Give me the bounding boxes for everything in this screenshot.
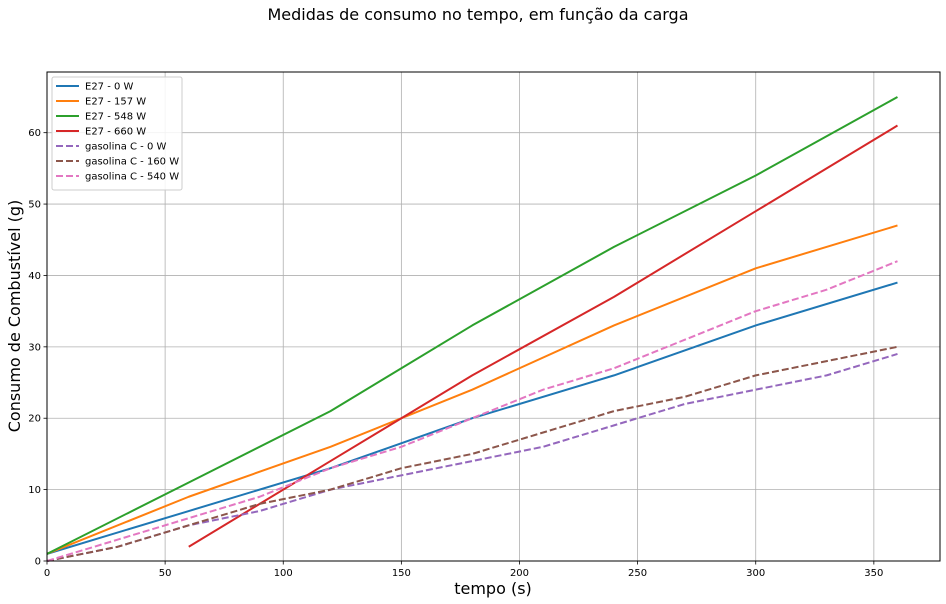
series-lines: [46, 96, 898, 562]
y-tick-label: 60: [28, 128, 41, 139]
series-line-4: [188, 124, 898, 548]
series-line-1: [46, 281, 898, 555]
y-tick-label: 50: [28, 200, 41, 211]
series-line-3: [46, 96, 898, 555]
x-axis-label: tempo (s): [454, 579, 532, 598]
chart-title: Medidas de consumo no tempo, em função d…: [267, 5, 688, 24]
x-tick-label: 300: [746, 568, 765, 579]
y-axis-label: Consumo de Combustível (g): [5, 200, 24, 433]
series-line-6: [46, 345, 898, 562]
legend-label-1: E27 - 0 W: [85, 82, 134, 93]
plot-frame: [46, 71, 941, 562]
series-line-7: [46, 260, 898, 562]
x-tick-label: 250: [628, 568, 647, 579]
y-tick-label: 40: [28, 271, 41, 282]
legend-frame: [51, 76, 183, 191]
x-tick-label: 50: [159, 568, 172, 579]
x-tick-label: 100: [274, 568, 293, 579]
x-tick-label: 0: [44, 568, 50, 579]
legend-label-4: E27 - 660 W: [85, 127, 146, 138]
legend-label-3: E27 - 548 W: [85, 112, 146, 123]
y-tick-label: 30: [28, 342, 41, 353]
legend-label-6: gasolina C - 160 W: [85, 157, 179, 168]
legend-label-7: gasolina C - 540 W: [85, 172, 179, 183]
x-tick-label: 200: [510, 568, 529, 579]
x-tick-label: 150: [392, 568, 411, 579]
series-line-2: [46, 224, 898, 555]
legend-label-5: gasolina C - 0 W: [85, 142, 166, 153]
y-tick-label: 10: [28, 485, 41, 496]
x-tick-label: 350: [864, 568, 883, 579]
y-tick-label: 0: [35, 557, 41, 568]
y-tick-label: 20: [28, 414, 41, 425]
axis-ticks: 0 50 100 150 200 250 300 350 0 10 20 30 40 50 60: [28, 128, 883, 579]
legend: E27 - 0 W E27 - 157 W E27 - 548 W E27 - 660…: [51, 76, 183, 191]
legend-label-2: E27 - 157 W: [85, 97, 146, 108]
